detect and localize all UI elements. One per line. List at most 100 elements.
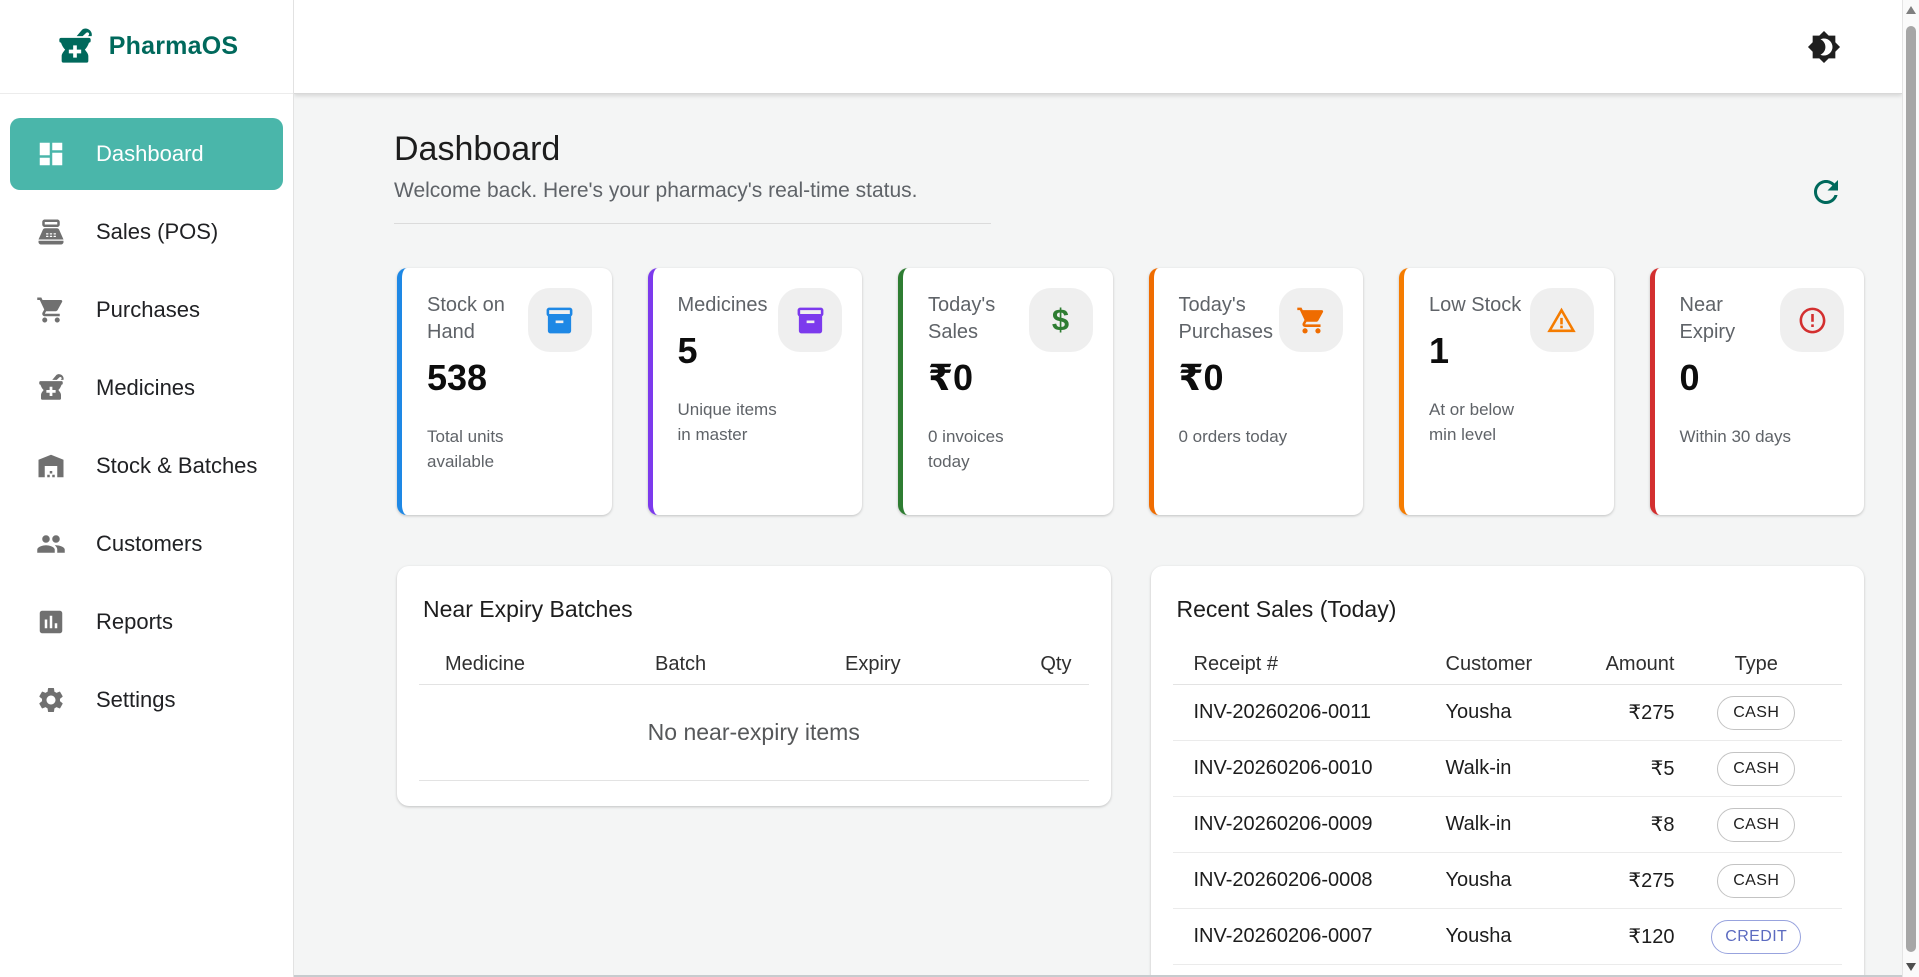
vertical-scrollbar[interactable] xyxy=(1902,0,1919,977)
column-header: Receipt # xyxy=(1193,653,1279,675)
sidebar-item-label: Customers xyxy=(96,531,203,556)
mortar-pestle-logo-icon xyxy=(55,27,95,67)
sidebar-item-label: Reports xyxy=(96,609,174,634)
table-row: INV-20260206-0009 Walk-in ₹8 CASH xyxy=(1172,797,1842,853)
panel-title: Recent Sales (Today) xyxy=(1176,596,1397,622)
stat-title: Low Stock xyxy=(1429,294,1522,316)
sidebar-item-reports[interactable]: Reports xyxy=(10,586,283,658)
header-divider xyxy=(394,223,991,224)
topbar xyxy=(294,0,1902,94)
sidebar-item-medicines[interactable]: Medicines xyxy=(10,352,283,424)
gear-icon xyxy=(36,685,66,715)
type-cell: CASH xyxy=(1675,695,1839,730)
stat-value: 5 xyxy=(677,330,698,371)
sidebar-item-label: Settings xyxy=(96,687,176,712)
stat-title: Near Expiry xyxy=(1679,294,1736,343)
stat-subtext: Unique items in master xyxy=(677,400,777,444)
column-header: Batch xyxy=(655,653,707,675)
type-cell: CASH xyxy=(1675,807,1839,842)
dollar-icon: $ xyxy=(1028,288,1093,352)
stat-subtext: 0 orders today xyxy=(1178,427,1288,446)
sidebar-item-stock-batches[interactable]: Stock & Batches xyxy=(10,430,283,502)
stat-value: 538 xyxy=(427,357,488,398)
stat-title: Today's Purchases xyxy=(1178,294,1274,343)
sidebar-item-label: Stock & Batches xyxy=(96,453,258,478)
theme-toggle-button[interactable] xyxy=(1800,23,1848,71)
stat-card-medicines: Medicines 5 Unique items in master xyxy=(647,268,862,515)
amount-cell: ₹5 xyxy=(1650,758,1675,780)
scrollbar-thumb[interactable] xyxy=(1906,26,1916,952)
stat-title: Stock on Hand xyxy=(427,294,505,343)
bar-chart-icon xyxy=(36,607,66,637)
sidebar-item-sales-pos[interactable]: Sales (POS) xyxy=(10,196,283,268)
type-cell: CREDIT xyxy=(1675,919,1839,954)
table-row: INV-20260206-0010 Walk-in ₹5 CASH xyxy=(1172,741,1842,797)
amount-cell: ₹120 xyxy=(1628,926,1675,948)
app-logo: PharmaOS xyxy=(0,0,293,94)
refresh-button[interactable] xyxy=(1802,168,1850,216)
table-row: INV-20260206-0007 Yousha ₹120 CREDIT xyxy=(1172,909,1842,965)
table-header-row: Receipt # Customer Amount Type xyxy=(1172,645,1842,685)
column-header: Amount xyxy=(1605,653,1675,675)
column-header: Customer xyxy=(1445,653,1533,675)
scroll-up-arrow-icon[interactable] xyxy=(1906,6,1916,14)
refresh-icon xyxy=(1808,174,1844,210)
sidebar-item-label: Medicines xyxy=(96,375,196,400)
column-header: Type xyxy=(1734,653,1778,675)
error-icon xyxy=(1780,288,1844,352)
inventory-box-icon xyxy=(778,288,842,352)
mortar-pestle-icon xyxy=(36,373,66,403)
payment-type-badge: CASH xyxy=(1717,807,1796,842)
near-expiry-table: Medicine Batch Expiry Qty No near-expiry… xyxy=(419,645,1089,781)
page-subtitle: Welcome back. Here's your pharmacy's rea… xyxy=(394,179,918,202)
inventory-box-icon xyxy=(527,288,592,352)
amount-cell: ₹275 xyxy=(1628,870,1675,892)
stat-card-near-expiry: Near Expiry 0 Within 30 days xyxy=(1649,268,1864,515)
receipt-cell: INV-20260206-0007 xyxy=(1193,925,1373,947)
customer-cell: Walk-in xyxy=(1445,813,1512,835)
stat-cards: Stock on Hand 538 Total units available … xyxy=(397,268,1864,515)
people-icon xyxy=(36,529,66,559)
payment-type-badge: CASH xyxy=(1717,863,1796,898)
dashboard-panels: Near Expiry Batches Medicine Batch Expir… xyxy=(397,566,1864,977)
sidebar-item-customers[interactable]: Customers xyxy=(10,508,283,580)
stat-subtext: At or below min level xyxy=(1429,400,1515,444)
receipt-cell: INV-20260206-0009 xyxy=(1193,813,1373,835)
recent-sales-panel: Recent Sales (Today) Receipt # Customer … xyxy=(1150,566,1864,977)
sidebar-item-dashboard[interactable]: Dashboard xyxy=(10,118,283,190)
type-cell: CASH xyxy=(1675,863,1839,898)
column-header: Medicine xyxy=(445,653,526,675)
warehouse-icon xyxy=(36,451,66,481)
dark-mode-icon xyxy=(1807,30,1841,64)
stat-card-stock-on-hand: Stock on Hand 538 Total units available xyxy=(397,268,612,515)
stat-card-todays-purchases: Today's Purchases ₹0 0 orders today xyxy=(1148,268,1363,515)
cart-icon xyxy=(1279,288,1343,352)
sidebar-item-settings[interactable]: Settings xyxy=(10,664,283,736)
dashboard-icon xyxy=(36,139,66,169)
warning-icon xyxy=(1529,288,1594,352)
table-header-row: Medicine Batch Expiry Qty xyxy=(419,645,1089,685)
stat-card-todays-sales: Today's Sales $ ₹0 0 invoices today xyxy=(898,268,1113,515)
cash-register-icon xyxy=(36,217,66,247)
sidebar-item-purchases[interactable]: Purchases xyxy=(10,274,283,346)
receipt-cell: INV-20260206-0011 xyxy=(1193,701,1372,723)
stat-subtext: Total units available xyxy=(427,427,504,471)
stat-subtext: Within 30 days xyxy=(1679,427,1792,446)
content-bottom-edge xyxy=(294,975,1902,977)
customer-cell: Yousha xyxy=(1445,869,1512,891)
page-title: Dashboard xyxy=(394,130,561,168)
scroll-down-arrow-icon[interactable] xyxy=(1906,963,1916,971)
stat-subtext: 0 invoices today xyxy=(928,427,1004,471)
amount-cell: ₹275 xyxy=(1628,702,1675,724)
stat-value: 1 xyxy=(1429,330,1450,371)
column-header: Expiry xyxy=(845,653,901,675)
app-name: PharmaOS xyxy=(108,32,239,60)
type-cell: CASH xyxy=(1675,751,1839,786)
column-header: Qty xyxy=(1040,653,1072,675)
panel-title: Near Expiry Batches xyxy=(423,596,633,622)
empty-state-message: No near-expiry items xyxy=(419,685,1089,781)
customer-cell: Yousha xyxy=(1445,701,1512,723)
amount-cell: ₹8 xyxy=(1650,814,1675,836)
main-content: Dashboard Welcome back. Here's your phar… xyxy=(294,94,1902,977)
